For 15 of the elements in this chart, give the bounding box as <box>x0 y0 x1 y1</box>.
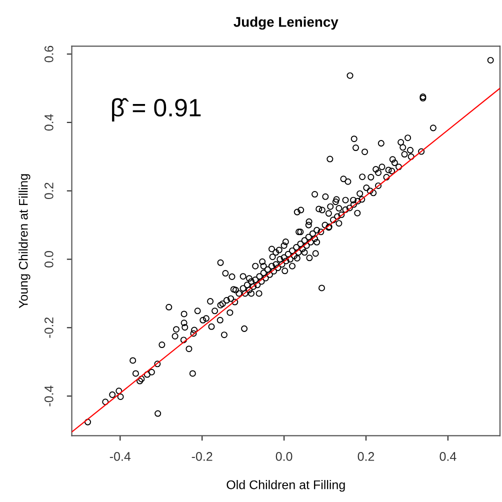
annotation: β̂ = 0.91 <box>112 98 201 122</box>
y-tick-label: 0.0 <box>44 251 54 268</box>
y-tick-label: 0.4 <box>44 114 54 131</box>
y-axis-title: Young Children at Filling <box>18 174 30 308</box>
x-tick-label: 0.0 <box>276 452 292 461</box>
y-tick-label: 0.2 <box>44 182 54 200</box>
chart-title: Judge Leniency <box>234 16 338 30</box>
x-tick-label: 0.4 <box>440 452 456 461</box>
x-tick-label: 0.2 <box>358 452 374 461</box>
y-tick-label: -0.4 <box>44 386 54 406</box>
y-tick-label: 0.6 <box>44 46 54 62</box>
x-tick-label: -0.4 <box>110 452 131 461</box>
y-tick-label: -0.2 <box>44 318 54 338</box>
x-tick-label: -0.2 <box>192 452 212 461</box>
x-axis-title: Old Children at Filling <box>226 480 345 492</box>
